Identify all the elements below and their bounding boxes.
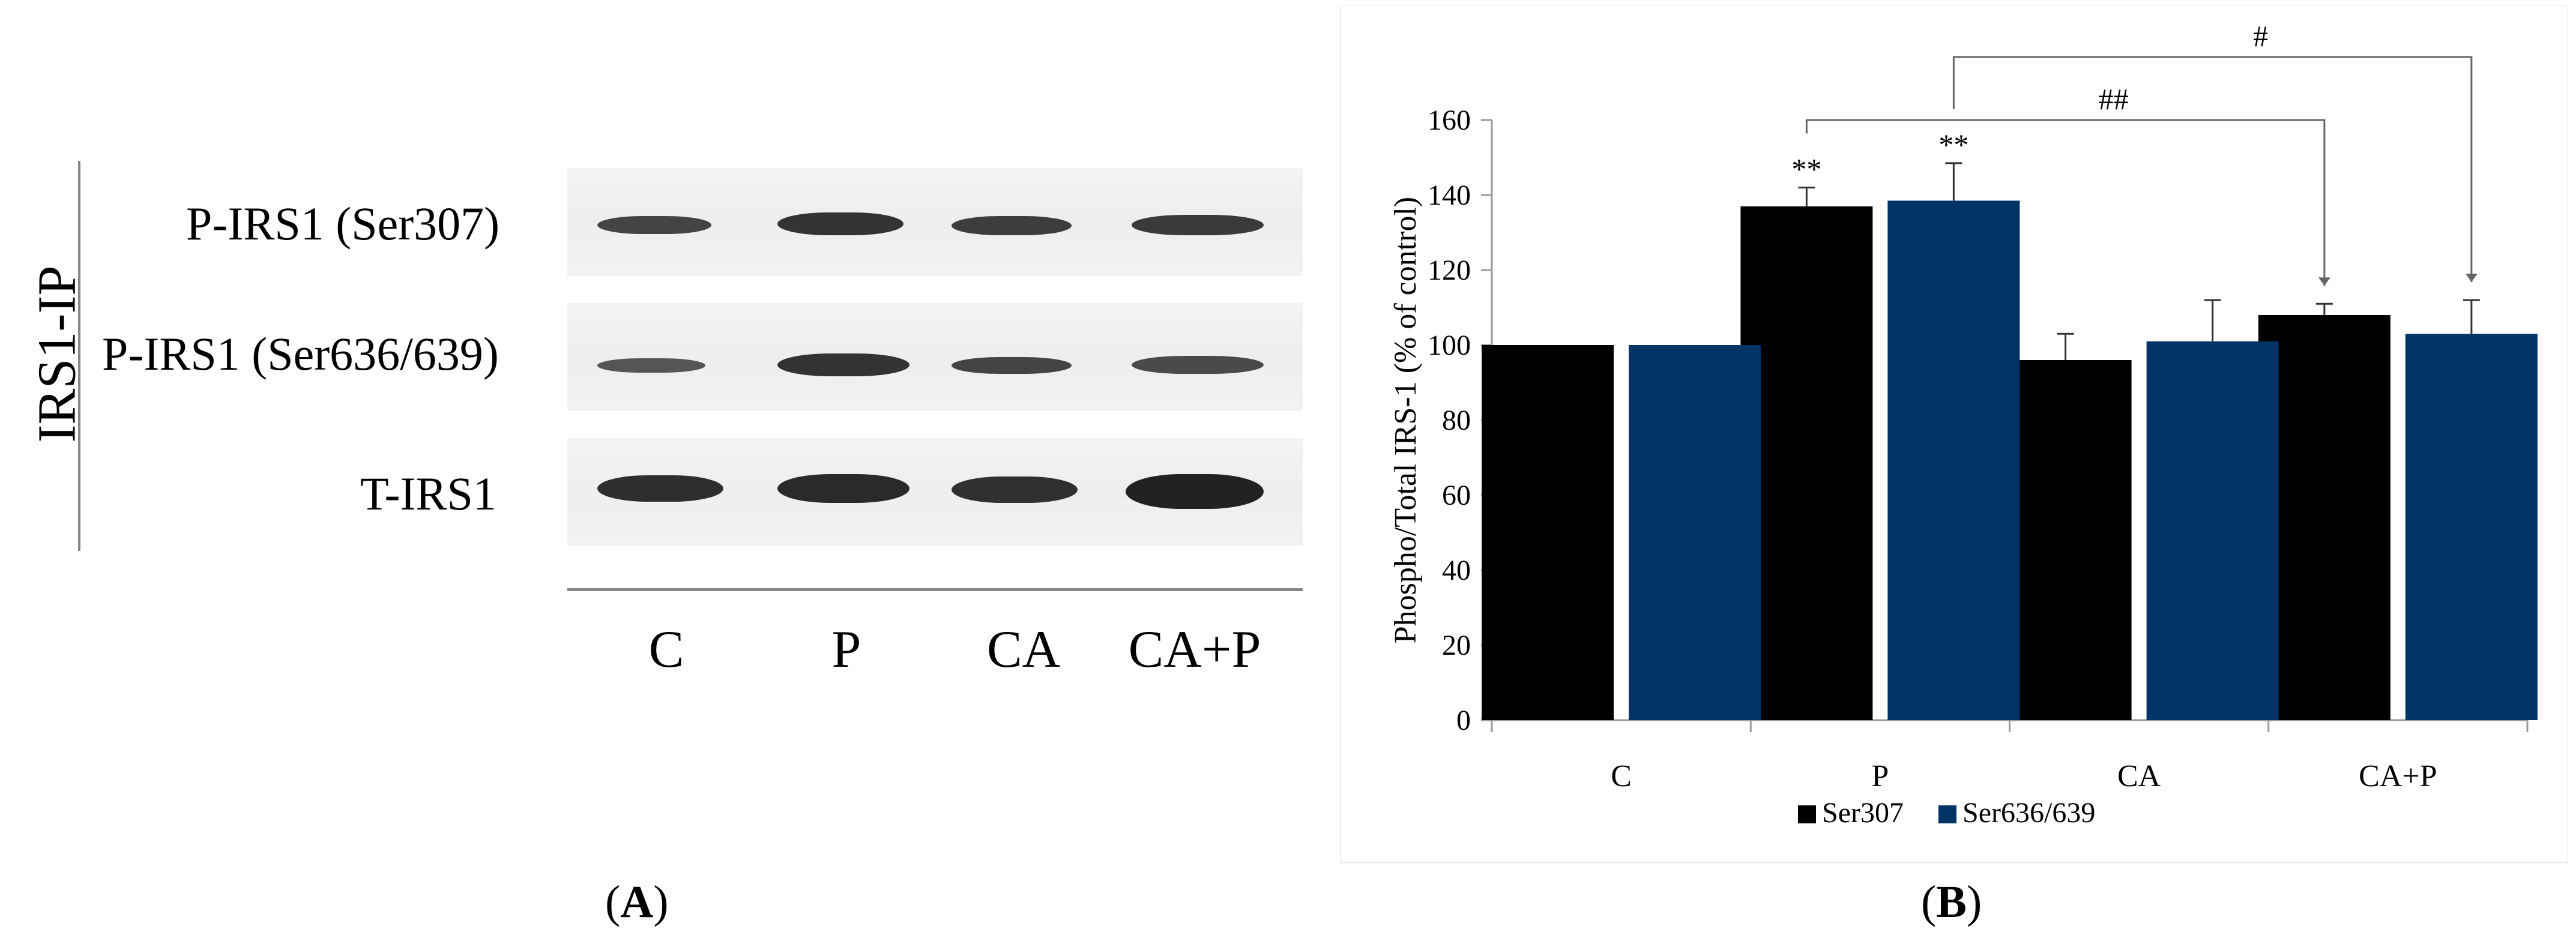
bar — [2258, 315, 2390, 720]
x-tick-label: CA+P — [2359, 759, 2437, 793]
ip-divider-line — [78, 161, 80, 551]
legend-label: Ser636/639 — [1962, 797, 2095, 829]
y-tick-label: 20 — [1442, 630, 1471, 661]
blot-band — [952, 357, 1072, 374]
chart-border — [1340, 5, 2568, 863]
blot-band — [1126, 474, 1264, 509]
significance-asterisk: ** — [1938, 128, 1968, 161]
blot-band — [952, 477, 1078, 503]
panel-a-caption: (A) — [605, 876, 669, 928]
bar — [1999, 360, 2132, 720]
y-tick-label: 60 — [1442, 480, 1471, 511]
bar — [2146, 341, 2279, 720]
lane-divider-line — [567, 588, 1303, 591]
caption-letter: A — [620, 877, 654, 927]
bracket-arrowhead — [2465, 274, 2478, 282]
blot-strip-ser636-639 — [567, 303, 1303, 411]
significance-label: # — [2253, 19, 2268, 53]
y-tick-label: 160 — [1428, 104, 1471, 136]
caption-letter: B — [1936, 877, 1967, 927]
bar — [1887, 200, 2020, 720]
bar — [1629, 345, 1761, 720]
bar — [1482, 345, 1614, 720]
caption-open-paren: ( — [1921, 877, 1937, 927]
blot-band — [777, 353, 909, 376]
bracket-arrowhead — [2318, 277, 2330, 286]
y-axis-title: Phospho/Total IRS-1 (% of control) — [1389, 197, 1423, 644]
y-tick-label: 0 — [1456, 705, 1471, 736]
blot-band — [1132, 356, 1264, 374]
significance-bracket — [1805, 119, 2326, 286]
x-tick-label: P — [1871, 759, 1889, 793]
blot-band — [597, 216, 711, 234]
blot-row-label-ser636-639: P-IRS1 (Ser636/639) — [102, 328, 499, 380]
lane-label-ca: CA — [986, 621, 1061, 679]
y-tick-label: 80 — [1442, 404, 1471, 436]
legend-swatch — [1938, 805, 1956, 823]
bar — [1740, 206, 1873, 720]
lane-label-p: P — [831, 621, 861, 679]
blot-band — [597, 358, 705, 373]
significance-asterisk: ** — [1791, 152, 1821, 186]
x-tick-label: C — [1611, 759, 1632, 793]
y-tick-label: 120 — [1428, 254, 1471, 286]
blot-band — [1132, 215, 1264, 235]
blot-band — [952, 216, 1072, 235]
blot-band — [777, 212, 903, 235]
blot-row-label-t-irs1: T-IRS1 — [360, 467, 496, 520]
blot-band — [777, 474, 909, 503]
x-tick-label: CA — [2117, 759, 2161, 793]
bar — [2405, 334, 2538, 720]
legend-label: Ser307 — [1822, 797, 1904, 829]
blot-row-label-ser307: P-IRS1 (Ser307) — [186, 197, 500, 250]
y-tick-label: 100 — [1428, 329, 1471, 361]
blot-strip-t-irs1 — [567, 438, 1303, 546]
significance-bracket — [1952, 56, 2473, 282]
significance-label: ## — [2099, 82, 2129, 116]
y-tick-label: 140 — [1428, 179, 1471, 211]
y-tick-label: 40 — [1442, 555, 1471, 586]
blot-strip-ser307 — [567, 168, 1303, 276]
legend-swatch — [1798, 805, 1816, 823]
lane-label-ca-p: CA+P — [1128, 621, 1261, 679]
caption-open-paren: ( — [605, 877, 621, 927]
panel-b-caption: (B) — [1921, 876, 1982, 928]
blot-band — [597, 475, 723, 502]
caption-close-paren: ) — [653, 877, 669, 927]
caption-close-paren: ) — [1967, 877, 1982, 927]
lane-label-c: C — [648, 621, 684, 679]
